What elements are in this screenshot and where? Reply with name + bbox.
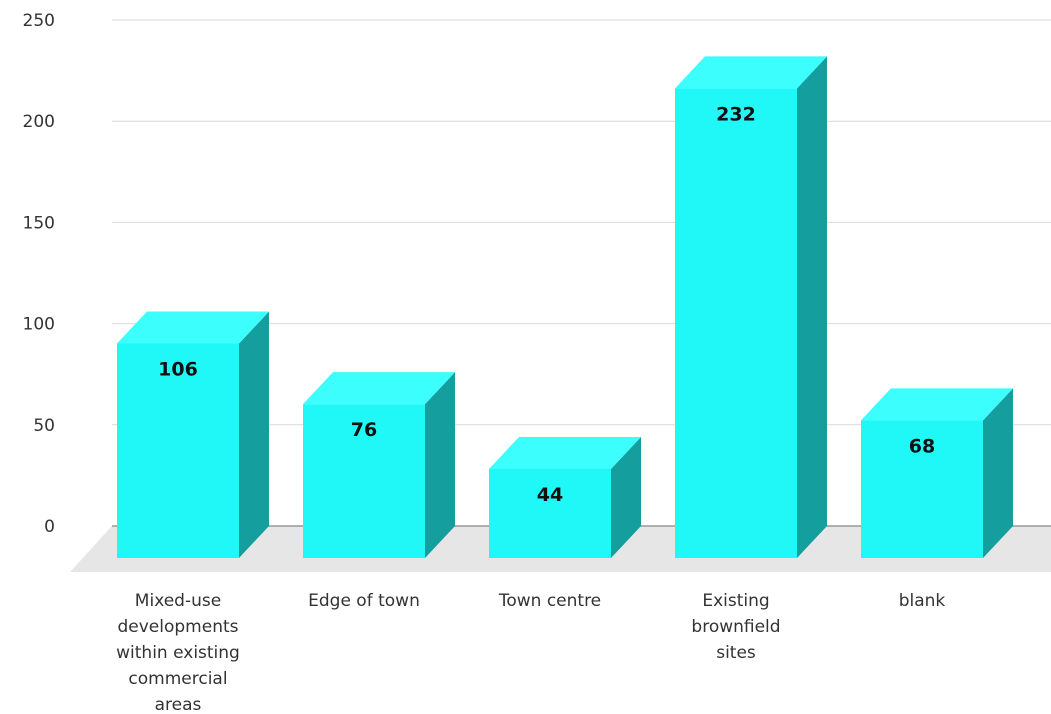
bar-value-label: 232 (716, 103, 756, 125)
bar-side-face (611, 436, 641, 558)
y-tick-label: 50 (33, 416, 55, 436)
x-category-label: blank (899, 591, 946, 611)
x-category-label: Edge of town (308, 591, 420, 611)
bar-top-face (675, 56, 827, 89)
bar-top-face (117, 311, 269, 344)
x-axis-category-labels: Mixed-use developments within existing comm… (116, 591, 945, 714)
bars: 106 76 44 232 68 (117, 56, 1013, 558)
bar-top-face (303, 372, 455, 405)
y-tick-label: 250 (23, 11, 55, 31)
bar (117, 311, 269, 558)
y-tick-label: 200 (23, 112, 55, 132)
x-category-label-line: developments (117, 617, 238, 637)
bar-value-label: 44 (537, 484, 563, 506)
bar-side-face (239, 311, 269, 558)
bar-front-face (675, 88, 797, 558)
bar-front-face (117, 343, 239, 558)
x-category-label: Existing brownfield sites (691, 591, 780, 663)
bar-top-face (489, 436, 641, 469)
x-category-label: Town centre (498, 591, 601, 611)
y-axis-tick-labels: 0 50 100 150 200 250 (23, 11, 55, 537)
bar (489, 436, 641, 558)
x-category-label-line: Existing (702, 591, 769, 611)
y-tick-label: 100 (23, 315, 55, 335)
bar (303, 372, 455, 558)
x-category-label-line: within existing (116, 643, 240, 663)
bar-front-face (303, 404, 425, 558)
x-category-label-line: Town centre (498, 591, 601, 611)
bar-value-label: 106 (158, 358, 198, 380)
bar-value-label: 76 (351, 419, 377, 441)
bar (675, 56, 827, 558)
bar-front-face (489, 468, 611, 558)
x-category-label-line: Mixed-use (135, 591, 221, 611)
x-category-label-line: areas (155, 695, 202, 714)
y-tick-label: 150 (23, 213, 55, 233)
bar-front-face (861, 420, 983, 558)
x-category-label-line: commercial (128, 669, 227, 689)
x-category-label-line: Edge of town (308, 591, 420, 611)
bar-side-face (983, 388, 1013, 558)
x-category-label-line: brownfield (691, 617, 780, 637)
bar-top-face (861, 388, 1013, 421)
y-tick-label: 0 (44, 517, 55, 537)
x-category-label: Mixed-use developments within existing comm… (116, 591, 240, 714)
bar-value-label: 68 (909, 435, 935, 457)
bar (861, 388, 1013, 558)
x-category-label-line: blank (899, 591, 946, 611)
bar-side-face (425, 372, 455, 558)
x-category-label-line: sites (716, 643, 756, 663)
bar-side-face (797, 56, 827, 558)
